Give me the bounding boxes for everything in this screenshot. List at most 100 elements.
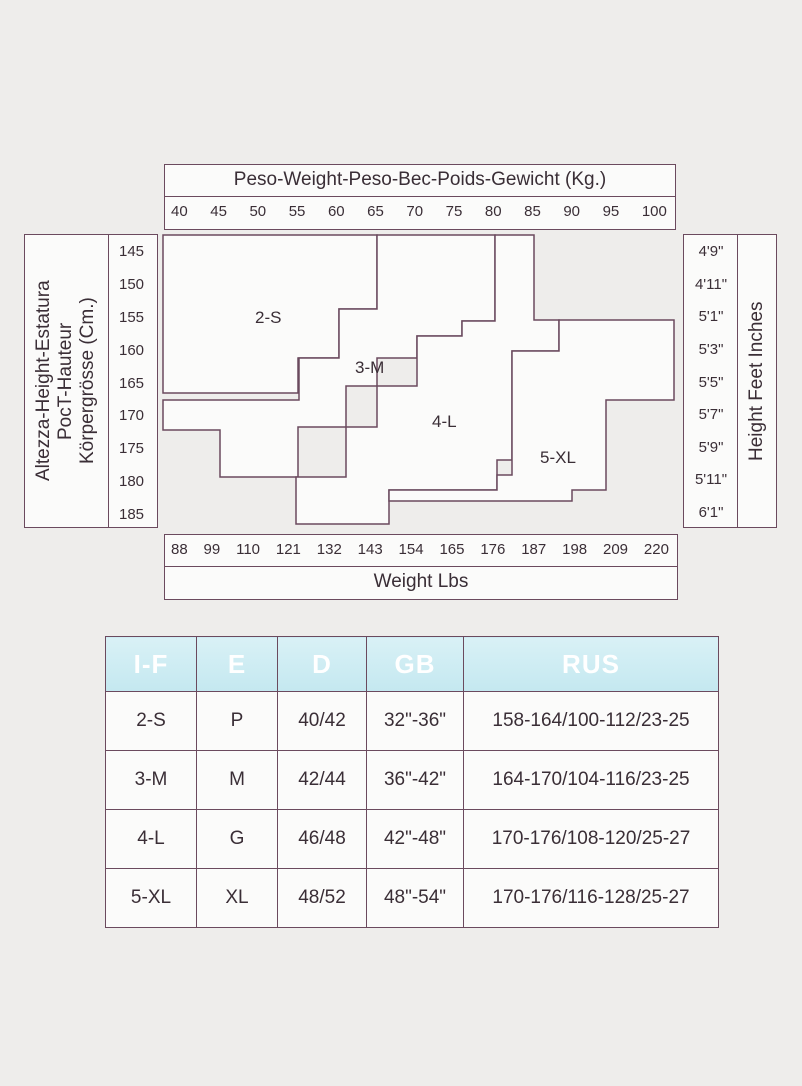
table-cell: 170-176/116-128/25-27 <box>463 868 719 928</box>
weight-lbs-tick: 132 <box>316 541 342 558</box>
weight-kg-tick: 80 <box>484 203 502 220</box>
height-ft-tick: 5'9" <box>698 438 724 456</box>
weight-lbs-tick: 220 <box>643 541 669 558</box>
height-cm-title-line3: Körpergrösse (Cm.) <box>77 297 98 465</box>
weight-lbs-tick: 176 <box>480 541 506 558</box>
weight-kg-title-box: Peso-Weight-Peso-Bec-Poids-Gewicht (Kg.) <box>164 164 676 198</box>
height-ft-scale-box: 4'9" 4'11" 5'1" 5'3" 5'5" 5'7" 5'9" 5'11" 6'1" <box>683 234 739 528</box>
weight-kg-tick: 55 <box>288 203 306 220</box>
table-row: 4-L G 46/48 42"-48" 170-176/108-120/25-27 <box>105 809 719 869</box>
height-cm-tick: 155 <box>119 308 145 326</box>
height-ft-tick: 6'1" <box>698 504 724 521</box>
header-gb: GB <box>366 636 464 692</box>
table-cell: 158-164/100-112/23-25 <box>463 691 719 751</box>
table-cell: P <box>196 691 278 751</box>
weight-lbs-tick: 110 <box>236 541 261 558</box>
table-cell: M <box>196 750 278 810</box>
height-ft-tick: 4'9" <box>698 243 724 260</box>
table-row: 5-XL XL 48/52 48"-54" 170-176/116-128/25-27 <box>105 868 719 928</box>
table-cell: 48"-54" <box>366 868 464 928</box>
weight-lbs-tick: 198 <box>562 541 588 558</box>
weight-kg-title: Peso-Weight-Peso-Bec-Poids-Gewicht (Kg.) <box>233 169 607 190</box>
height-cm-tick: 150 <box>119 275 145 293</box>
table-cell: 4-L <box>105 809 197 869</box>
weight-lbs-ticks: 88 99 110 121 132 143 154 165 176 187 198 209 220 <box>171 541 669 558</box>
zone-label-2s: 2-S <box>255 308 282 327</box>
table-header-row: I-F E D GB RUS <box>105 636 719 692</box>
weight-kg-tick: 70 <box>406 203 424 220</box>
height-cm-tick: 160 <box>119 341 145 359</box>
table-cell: G <box>196 809 278 869</box>
table-cell: 5-XL <box>105 868 197 928</box>
height-ft-tick: 5'7" <box>698 406 724 424</box>
height-cm-tick: 165 <box>119 374 145 392</box>
height-cm-tick: 145 <box>119 243 145 260</box>
height-ft-title: Height Feet Inches <box>746 301 767 461</box>
table-cell: 42"-48" <box>366 809 464 869</box>
table-cell: 48/52 <box>277 868 367 928</box>
height-cm-title-line2: PocT-Hauteur <box>55 322 76 440</box>
table-cell: 2-S <box>105 691 197 751</box>
weight-kg-tick: 75 <box>445 203 463 220</box>
weight-kg-tick: 40 <box>171 203 188 220</box>
height-cm-tick: 175 <box>119 440 145 458</box>
weight-lbs-tick: 154 <box>398 541 424 558</box>
weight-lbs-tick: 99 <box>203 541 221 558</box>
weight-lbs-scale-box: 88 99 110 121 132 143 154 165 176 187 198 209 220 <box>164 534 678 568</box>
header-if: I-F <box>105 636 197 692</box>
table-cell: 36"-42" <box>366 750 464 810</box>
size-zone-chart <box>162 234 675 525</box>
table-cell: 32"-36" <box>366 691 464 751</box>
header-d: D <box>277 636 367 692</box>
height-cm-title-line1: Altezza-Height-Estatura <box>33 280 54 482</box>
height-cm-tick: 170 <box>119 407 145 425</box>
weight-kg-scale-box: 40 45 50 55 60 65 70 75 80 85 90 95 100 <box>164 196 676 230</box>
height-cm-tick: 180 <box>119 473 145 491</box>
height-cm-scale-box: 145 150 155 160 165 170 175 180 185 <box>108 234 158 528</box>
table-row: 3-M M 42/44 36"-42" 164-170/104-116/23-25 <box>105 750 719 810</box>
weight-kg-tick: 85 <box>524 203 541 220</box>
height-ft-ticks: 4'9" 4'11" 5'1" 5'3" 5'5" 5'7" 5'9" 5'11" 6'1" <box>688 243 734 521</box>
weight-lbs-tick: 88 <box>171 541 188 558</box>
weight-kg-tick: 60 <box>327 203 345 220</box>
weight-kg-tick: 50 <box>249 203 267 220</box>
table-cell: 42/44 <box>277 750 367 810</box>
weight-lbs-tick: 165 <box>439 541 465 558</box>
table-cell: 40/42 <box>277 691 367 751</box>
weight-kg-ticks: 40 45 50 55 60 65 70 75 80 85 90 95 100 <box>171 203 667 220</box>
weight-kg-tick: 65 <box>367 203 384 220</box>
weight-kg-tick: 100 <box>641 203 667 220</box>
table-cell: XL <box>196 868 278 928</box>
zone-outline-5xl <box>388 319 675 502</box>
weight-lbs-title: Weight Lbs <box>373 571 469 592</box>
weight-lbs-tick: 121 <box>275 541 301 558</box>
height-cm-title: Altezza-Height-Estatura PocT-Hauteur Kör… <box>33 235 99 527</box>
zone-label-5xl: 5-XL <box>540 448 576 467</box>
height-cm-title-box: Altezza-Height-Estatura PocT-Hauteur Kör… <box>24 234 110 528</box>
weight-lbs-tick: 143 <box>357 541 383 558</box>
table-cell: 164-170/104-116/23-25 <box>463 750 719 810</box>
height-ft-tick: 5'1" <box>698 308 724 326</box>
weight-lbs-tick: 209 <box>603 541 629 558</box>
height-ft-tick: 5'11" <box>694 471 728 489</box>
height-ft-title-box: Height Feet Inches <box>737 234 777 528</box>
weight-lbs-tick: 187 <box>521 541 547 558</box>
height-ft-tick: 5'5" <box>698 373 724 391</box>
size-conversion-table: I-F E D GB RUS 2-S P 40/42 32"-36" 158-164/1… <box>105 636 719 928</box>
zone-label-3m: 3-M <box>355 358 385 377</box>
height-ft-tick: 5'3" <box>698 340 724 358</box>
zone-label-4l: 4-L <box>432 412 457 431</box>
header-e: E <box>196 636 278 692</box>
table-row: 2-S P 40/42 32"-36" 158-164/100-112/23-25 <box>105 691 719 751</box>
table-cell: 170-176/108-120/25-27 <box>463 809 719 869</box>
weight-kg-tick: 95 <box>602 203 620 220</box>
table-cell: 3-M <box>105 750 197 810</box>
height-ft-tick: 4'11" <box>694 275 728 293</box>
weight-lbs-title-box: Weight Lbs <box>164 566 678 600</box>
header-rus: RUS <box>463 636 719 692</box>
weight-kg-tick: 90 <box>563 203 581 220</box>
height-cm-tick: 185 <box>119 506 145 523</box>
table-body: 2-S P 40/42 32"-36" 158-164/100-112/23-25 3-M… <box>105 691 719 928</box>
table-cell: 46/48 <box>277 809 367 869</box>
weight-kg-tick: 45 <box>210 203 227 220</box>
